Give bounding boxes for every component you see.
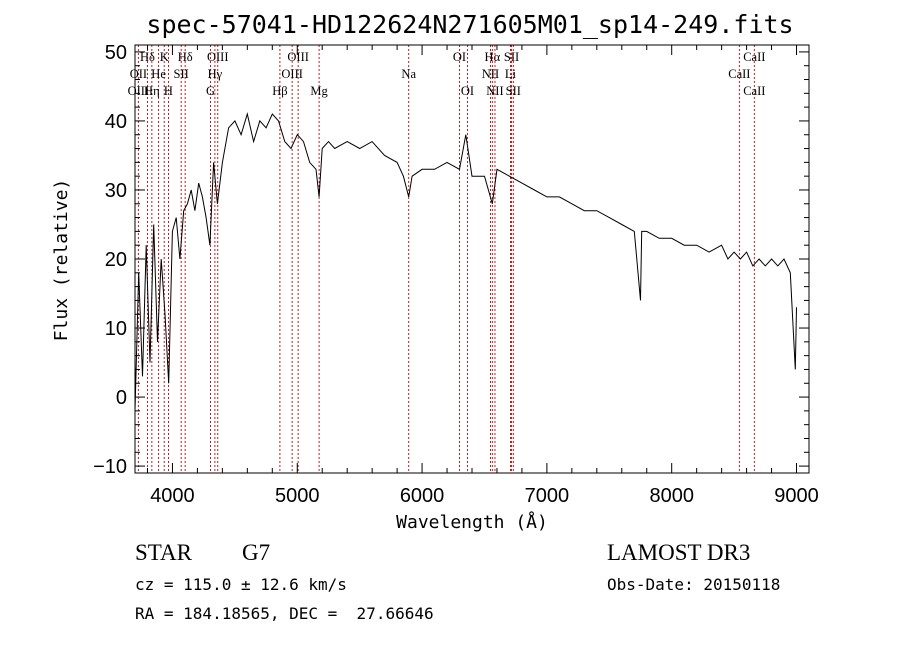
- spectral-line-label: Hγ: [208, 67, 223, 81]
- spectral-line-label: NII: [486, 84, 503, 98]
- spectral-line-label: OIII: [207, 50, 229, 64]
- redshift-cz: cz = 115.0 ± 12.6 km/s: [135, 575, 347, 594]
- x-tick-label: 7000: [525, 485, 570, 507]
- y-axis-label: Flux (relative): [51, 179, 72, 342]
- y-tick-label: 0: [116, 387, 127, 409]
- y-tick-label: −10: [93, 456, 127, 478]
- spectral-line-label: OIII: [128, 84, 150, 98]
- spectral-line-label: Hβ: [272, 84, 287, 98]
- obs-date: Obs-Date: 20150118: [607, 575, 781, 594]
- object-class: STAR: [135, 540, 192, 565]
- spectral-line-label: OII: [130, 67, 147, 81]
- spectral-line-label: Hδ: [178, 50, 193, 64]
- spectral-line-label: Mg: [310, 84, 328, 98]
- spectral-line-label: OI: [453, 50, 466, 64]
- y-tick-label: 30: [105, 180, 127, 202]
- x-tick-label: 4000: [150, 485, 195, 507]
- spectral-line-label: OI: [461, 84, 474, 98]
- spectral-line-label: G: [206, 84, 215, 98]
- spectral-line-label: SII: [504, 50, 519, 64]
- y-tick-label: 50: [105, 42, 127, 64]
- spectral-line-label: CaII: [743, 84, 765, 98]
- survey-name: LAMOST DR3: [607, 540, 751, 565]
- spectral-line-label: NII: [482, 67, 499, 81]
- x-axis-label: Wavelength (Å): [396, 511, 548, 533]
- spectral-line-label: K: [160, 50, 169, 64]
- chart-title: spec-57041-HD122624N271605M01_sp14-249.f…: [146, 10, 793, 39]
- spectral-line-label: Hδ: [140, 50, 155, 64]
- spectral-line-label: SII: [506, 84, 521, 98]
- coordinates: RA = 184.18565, DEC = 27.66646: [135, 604, 434, 623]
- spectral-line-label: OIII: [287, 50, 309, 64]
- y-tick-label: 10: [105, 318, 127, 340]
- spectral-line-label: Hα: [485, 50, 501, 64]
- spectral-line-label: CaII: [743, 50, 765, 64]
- y-tick-label: 40: [105, 111, 127, 133]
- spectral-line-label: Na: [401, 67, 416, 81]
- spectral-line-label: OIII: [281, 67, 303, 81]
- spectral-line-label: Hη: [144, 84, 160, 98]
- spectral-line-label: SII: [174, 67, 189, 81]
- x-tick-label: 9000: [774, 485, 819, 507]
- spectral-line-label: CaII: [728, 67, 750, 81]
- spectral-line-label: He: [151, 67, 166, 81]
- x-tick-label: 8000: [649, 485, 694, 507]
- x-tick-label: 5000: [275, 485, 320, 507]
- spectral-line-label: Li: [505, 67, 517, 81]
- line-markers: [137, 45, 755, 473]
- spectrum-line: [134, 112, 797, 411]
- object-subclass: G7: [242, 540, 271, 565]
- axis-ticks: 4000 5000 6000 7000 8000 9000 −10 0 10 20 30 40 50: [93, 42, 819, 507]
- plot-frame: [134, 44, 810, 474]
- spectral-line-label: H: [164, 84, 173, 98]
- y-tick-label: 20: [105, 249, 127, 271]
- x-tick-label: 6000: [400, 485, 445, 507]
